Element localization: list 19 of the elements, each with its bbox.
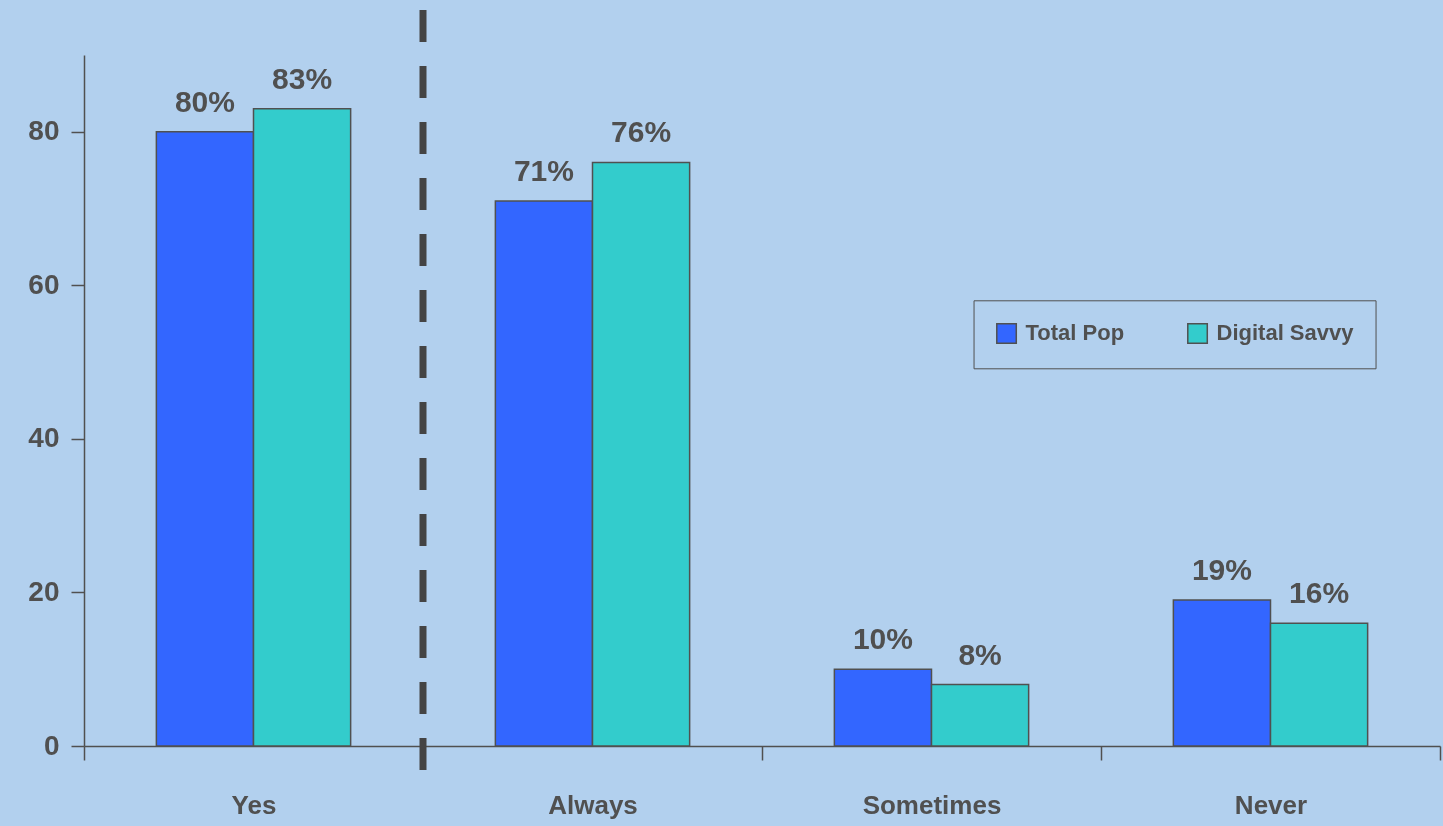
data-label: 10% xyxy=(852,622,913,656)
data-label: 16% xyxy=(1289,576,1350,610)
y-tick-label: 20 xyxy=(28,575,60,607)
x-tick-label: Yes xyxy=(231,789,277,820)
y-tick-label: 0 xyxy=(43,729,60,761)
data-label: 76% xyxy=(611,115,672,149)
y-tick-label: 40 xyxy=(28,422,60,454)
y-tick-label: 60 xyxy=(28,268,60,300)
data-label: 8% xyxy=(958,637,1002,671)
y-tick-label: 80 xyxy=(28,115,60,147)
data-label: 71% xyxy=(513,153,574,187)
x-tick-label: Never xyxy=(1234,789,1308,820)
data-label: 83% xyxy=(272,61,333,95)
data-label: 80% xyxy=(174,84,235,118)
legend-label: Digital Savvy xyxy=(1216,320,1355,346)
legend-label: Total Pop xyxy=(1025,320,1125,346)
x-tick-label: Always xyxy=(548,789,638,820)
x-tick-label: Sometimes xyxy=(862,789,1002,820)
data-label: 19% xyxy=(1191,553,1252,587)
